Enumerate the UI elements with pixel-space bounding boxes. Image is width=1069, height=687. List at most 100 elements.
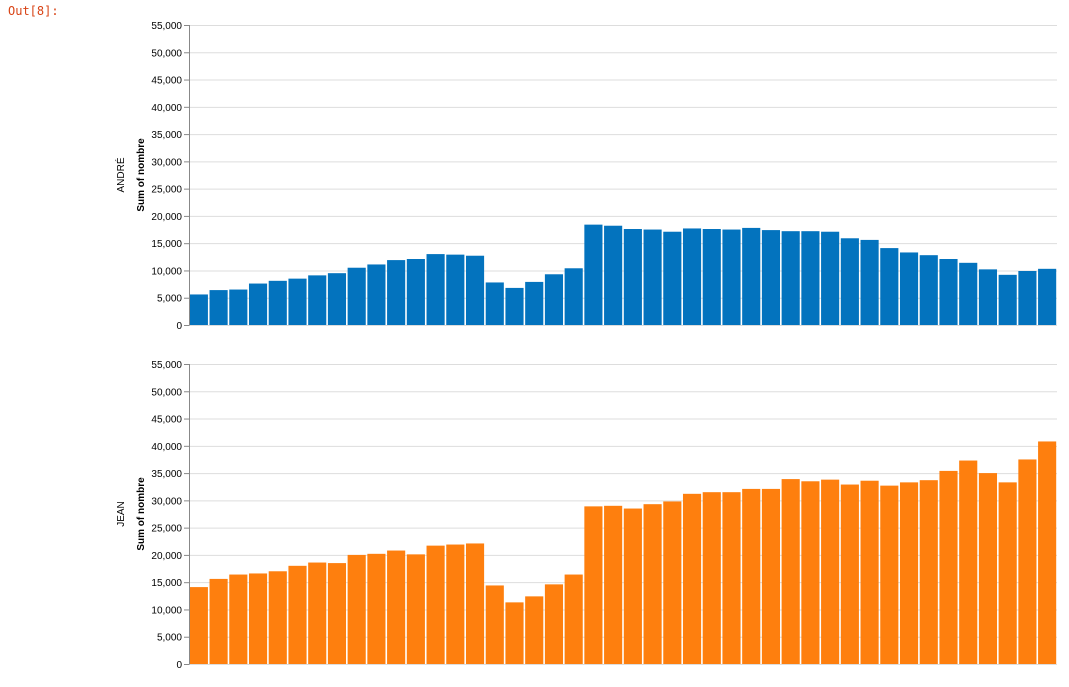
- bar: [308, 275, 327, 325]
- bar: [643, 504, 662, 664]
- bar: [347, 267, 366, 325]
- y-tick-label: 55,000: [151, 21, 182, 32]
- bar: [682, 493, 702, 664]
- bar: [525, 281, 544, 325]
- y-tick-label: 5,000: [157, 633, 182, 644]
- bar: [998, 274, 1017, 325]
- bar: [742, 488, 761, 664]
- y-tick-label: 30,000: [151, 157, 182, 168]
- bar: [229, 289, 248, 325]
- bar: [663, 231, 682, 325]
- bar: [426, 545, 445, 664]
- bar: [978, 473, 998, 664]
- y-tick-label: 45,000: [151, 415, 182, 426]
- bar: [367, 553, 386, 664]
- bar: [663, 501, 682, 664]
- bar: [446, 544, 465, 664]
- bar: [880, 485, 899, 664]
- y-tick-label: 35,000: [151, 469, 182, 480]
- bar: [308, 562, 327, 664]
- bar: [406, 554, 425, 664]
- bar: [288, 565, 307, 664]
- bar: [702, 229, 721, 325]
- facet-label: JEAN: [116, 501, 127, 527]
- bar: [327, 273, 347, 325]
- bar: [840, 484, 859, 664]
- bar: [189, 587, 208, 664]
- y-axis-title: Sum of nombre: [136, 477, 147, 551]
- bar: [446, 254, 465, 325]
- y-tick-label: 40,000: [151, 103, 182, 114]
- y-tick-label: 50,000: [151, 48, 182, 59]
- bar: [268, 280, 287, 325]
- y-tick-label: 15,000: [151, 239, 182, 250]
- bar: [860, 480, 879, 664]
- bar: [544, 274, 564, 325]
- bar: [742, 227, 761, 325]
- bar: [525, 596, 544, 664]
- bar: [959, 460, 978, 664]
- y-tick-label: 45,000: [151, 76, 182, 87]
- bar: [998, 482, 1017, 664]
- bar: [209, 290, 228, 325]
- bar: [406, 259, 425, 325]
- bar: [229, 574, 248, 664]
- bar: [939, 470, 958, 664]
- y-axis-title: Sum of nombre: [136, 138, 147, 212]
- bar: [899, 482, 919, 664]
- bar: [288, 278, 307, 325]
- y-tick-label: 20,000: [151, 551, 182, 562]
- bar: [485, 282, 504, 325]
- bar: [781, 231, 800, 325]
- bar: [959, 262, 978, 325]
- bar: [801, 481, 820, 664]
- bar: [1038, 441, 1057, 664]
- bar: [821, 479, 840, 664]
- bar: [781, 479, 800, 664]
- bar: [248, 283, 268, 325]
- y-tick-label: 15,000: [151, 578, 182, 589]
- bar: [821, 231, 840, 325]
- bar: [919, 255, 938, 325]
- bar: [209, 578, 228, 664]
- bar: [722, 492, 741, 664]
- bar: [465, 255, 485, 325]
- y-tick-label: 10,000: [151, 605, 182, 616]
- bar: [761, 488, 781, 664]
- bar: [268, 571, 287, 664]
- bar: [623, 508, 642, 664]
- facet-label: ANDRÉ: [114, 157, 127, 192]
- bar: [899, 252, 919, 325]
- bar: [702, 492, 721, 664]
- bar: [860, 239, 879, 325]
- bar: [584, 506, 603, 664]
- bar: [1038, 268, 1057, 325]
- y-tick-label: 10,000: [151, 266, 182, 277]
- bar: [505, 287, 524, 325]
- y-tick-label: 25,000: [151, 185, 182, 196]
- bar: [387, 260, 406, 325]
- bar: [367, 264, 386, 325]
- bar: [189, 294, 208, 325]
- bar: [564, 268, 583, 325]
- y-tick-label: 25,000: [151, 524, 182, 535]
- bar: [485, 585, 504, 664]
- bar: [939, 259, 958, 325]
- bar: [682, 228, 702, 325]
- bar: [248, 573, 268, 664]
- bar: [643, 229, 662, 325]
- output-prompt: Out[8]:: [8, 4, 59, 18]
- y-tick-label: 0: [176, 321, 182, 332]
- bar: [505, 602, 524, 664]
- bar: [584, 224, 603, 325]
- bar: [426, 254, 445, 325]
- bar: [978, 269, 998, 325]
- bar: [564, 574, 583, 664]
- bar: [880, 248, 899, 325]
- y-tick-label: 55,000: [151, 360, 182, 371]
- y-tick-label: 20,000: [151, 212, 182, 223]
- bar: [722, 229, 741, 325]
- bar: [1018, 459, 1037, 664]
- y-tick-label: 5,000: [157, 294, 182, 305]
